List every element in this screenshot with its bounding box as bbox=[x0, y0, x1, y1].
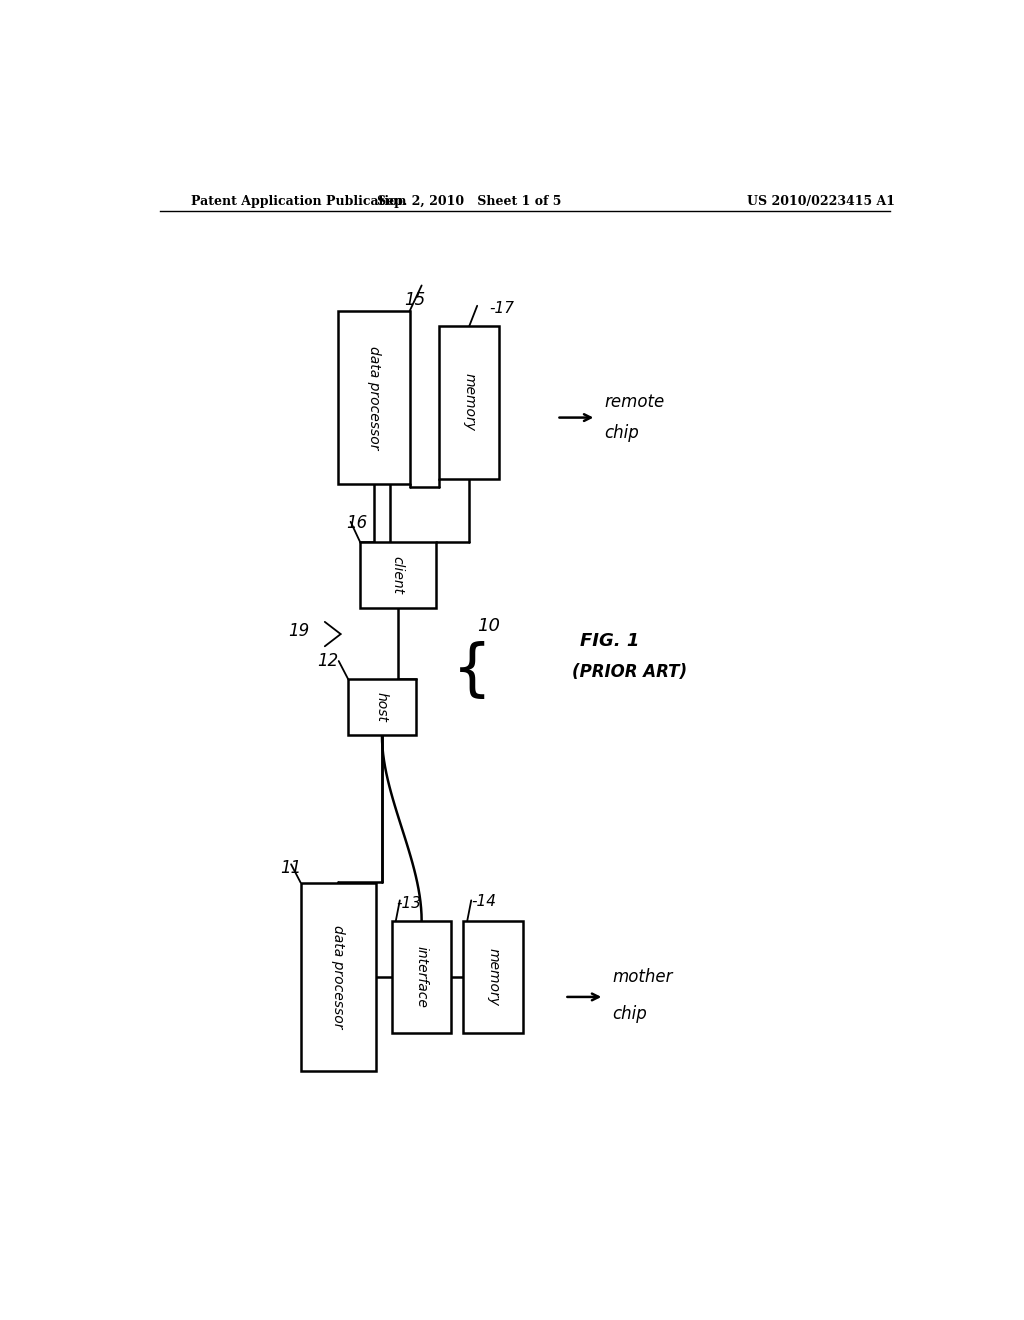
Text: -13: -13 bbox=[396, 895, 421, 911]
Bar bbox=[360, 543, 435, 609]
Text: FIG. 1: FIG. 1 bbox=[581, 632, 640, 651]
Text: }: } bbox=[437, 636, 477, 697]
Text: client: client bbox=[391, 556, 404, 594]
Text: host: host bbox=[375, 692, 389, 722]
Text: interface: interface bbox=[415, 945, 429, 1007]
Bar bbox=[439, 326, 499, 479]
Text: -17: -17 bbox=[489, 301, 514, 315]
Text: 19: 19 bbox=[288, 622, 309, 640]
Bar bbox=[463, 921, 523, 1032]
Text: Sep. 2, 2010   Sheet 1 of 5: Sep. 2, 2010 Sheet 1 of 5 bbox=[377, 194, 561, 207]
Text: data processor: data processor bbox=[332, 925, 345, 1028]
Bar bbox=[348, 680, 416, 735]
Bar bbox=[392, 921, 452, 1032]
Text: 12: 12 bbox=[317, 652, 338, 669]
Text: (PRIOR ART): (PRIOR ART) bbox=[572, 663, 687, 681]
Text: remote: remote bbox=[604, 393, 665, 412]
Text: memory: memory bbox=[462, 374, 476, 432]
Text: chip: chip bbox=[604, 424, 639, 442]
Text: 15: 15 bbox=[404, 290, 425, 309]
Text: Patent Application Publication: Patent Application Publication bbox=[191, 194, 407, 207]
Text: 16: 16 bbox=[346, 515, 368, 532]
Text: mother: mother bbox=[612, 968, 673, 986]
Text: memory: memory bbox=[486, 948, 500, 1006]
Text: 10: 10 bbox=[477, 616, 500, 635]
Text: data processor: data processor bbox=[367, 346, 381, 449]
Bar bbox=[301, 883, 376, 1071]
Text: -14: -14 bbox=[471, 894, 496, 908]
Bar bbox=[338, 312, 410, 483]
Text: 11: 11 bbox=[280, 859, 301, 876]
Text: US 2010/0223415 A1: US 2010/0223415 A1 bbox=[748, 194, 895, 207]
Text: chip: chip bbox=[612, 1006, 647, 1023]
